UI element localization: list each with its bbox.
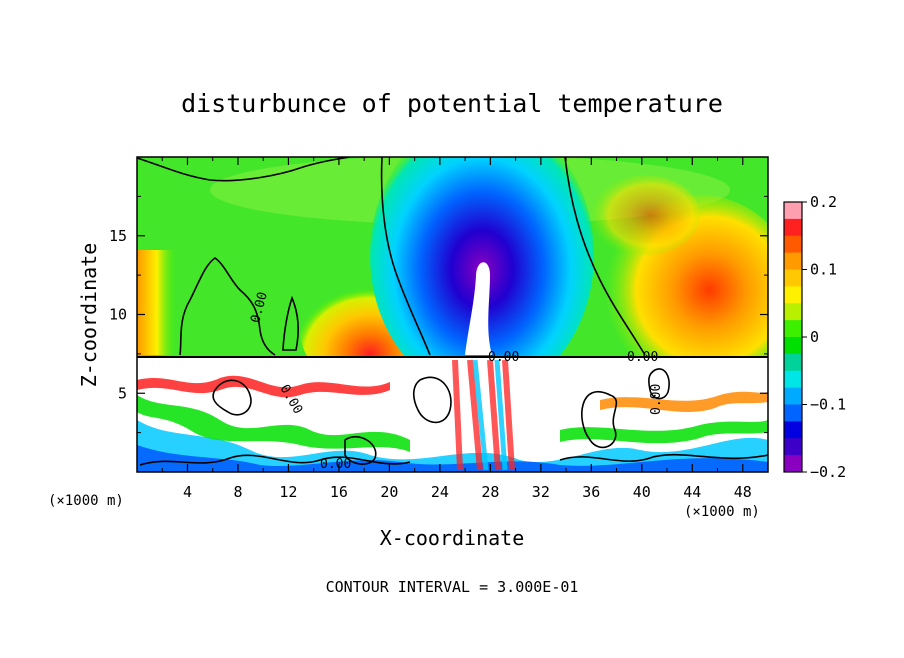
field-lower-stripes-cyan [472, 359, 508, 471]
colorbar-swatch [784, 218, 802, 237]
colorbar: 0.2 0.1 0 −0.1 −0.2 [783, 193, 846, 481]
x-tick-label: 24 [431, 483, 449, 501]
colorbar-swatch [784, 387, 802, 405]
contour-label: 0.00 [649, 384, 664, 415]
colorbar-tick-label: −0.2 [810, 463, 846, 481]
x-tick-label: 8 [233, 483, 242, 501]
colorbar-swatch [784, 202, 802, 220]
contour-lines [137, 157, 768, 466]
x-tick-label: 36 [582, 483, 600, 501]
field-lower-band-orange [600, 391, 768, 412]
colorbar-tick-label: 0 [810, 328, 819, 346]
plot-area: 0.00 0.00 0.00 0.00 0.00 0.00 [137, 157, 768, 472]
colorbar-swatch [784, 370, 802, 389]
field-lower-band-blue [137, 445, 768, 472]
colorbar-tick-label: 0.1 [810, 261, 837, 279]
contour-line-lower-4 [212, 379, 252, 416]
x-tick-label: 32 [532, 483, 550, 501]
colorbar-tick-label: 0.2 [810, 193, 837, 211]
x-tick-label: 16 [330, 483, 348, 501]
contour-label: 0.00 [320, 457, 351, 472]
contour-line-left-lobe [179, 257, 276, 356]
x-axis-label: X-coordinate [380, 526, 525, 550]
contour-line-lower-3 [581, 391, 618, 449]
x-tick-label: 12 [279, 483, 297, 501]
field-white-plume [465, 262, 492, 355]
colorbar-swatch [784, 320, 802, 338]
field-left-edge-warm [137, 250, 177, 355]
contour-interval-text: CONTOUR INTERVAL = 3.000E-01 [326, 578, 579, 596]
colorbar-swatch [784, 404, 802, 422]
contour-line-lower-1 [139, 454, 411, 466]
colorbar-swatch [784, 421, 802, 439]
field-warm-blob-top-right [590, 175, 700, 255]
field-lower-band-red [137, 375, 390, 398]
field-lower-band-green [137, 395, 410, 452]
x-tick-label: 48 [734, 483, 752, 501]
x-tick-label: 20 [380, 483, 398, 501]
contour-line-lower-6 [344, 435, 377, 465]
chart-title: disturbunce of potential temperature [181, 89, 723, 118]
contour-line-lower-5 [412, 376, 452, 424]
contour-line-top-left [137, 157, 351, 182]
contour-line-lower-2 [559, 453, 768, 462]
x-tick-label: 40 [633, 483, 651, 501]
colorbar-swatch [784, 252, 802, 270]
x-tick-label: 44 [683, 483, 701, 501]
z-unit-label: (×1000 m) [48, 493, 124, 509]
x-axis: 4 8 12 16 20 24 28 32 36 40 44 48 [161, 157, 752, 501]
contour-line-small-lobe [282, 295, 299, 351]
contour-label: 0.00 [488, 350, 519, 365]
colorbar-swatch [784, 235, 802, 254]
z-tick-label: 15 [109, 227, 127, 245]
field-lower-band-green-right [560, 420, 768, 444]
colorbar-swatch [784, 269, 802, 287]
colorbar-swatch [784, 353, 802, 372]
z-tick-label: 5 [118, 384, 127, 402]
z-axis: 5 10 15 [109, 195, 768, 434]
colorbar-swatch [784, 286, 802, 304]
contour-line-center-left [380, 157, 431, 356]
colorbar-tick-label: −0.1 [810, 396, 846, 414]
field-lower-stripes [452, 359, 515, 471]
colorbar-swatch [784, 455, 802, 473]
x-tick-label: 28 [481, 483, 499, 501]
contour-label: 0.00 [627, 350, 658, 365]
y-axis-label: Z-coordinate [77, 243, 101, 388]
colorbar-swatch [784, 438, 802, 456]
colorbar-swatch [784, 303, 802, 321]
x-tick-label: 4 [183, 483, 192, 501]
contour-line-center-right [564, 157, 646, 356]
colorbar-swatch [784, 337, 802, 355]
z-tick-label: 10 [109, 306, 127, 324]
contour-line-lower-7 [648, 368, 670, 400]
x-unit-label: (×1000 m) [684, 504, 760, 520]
